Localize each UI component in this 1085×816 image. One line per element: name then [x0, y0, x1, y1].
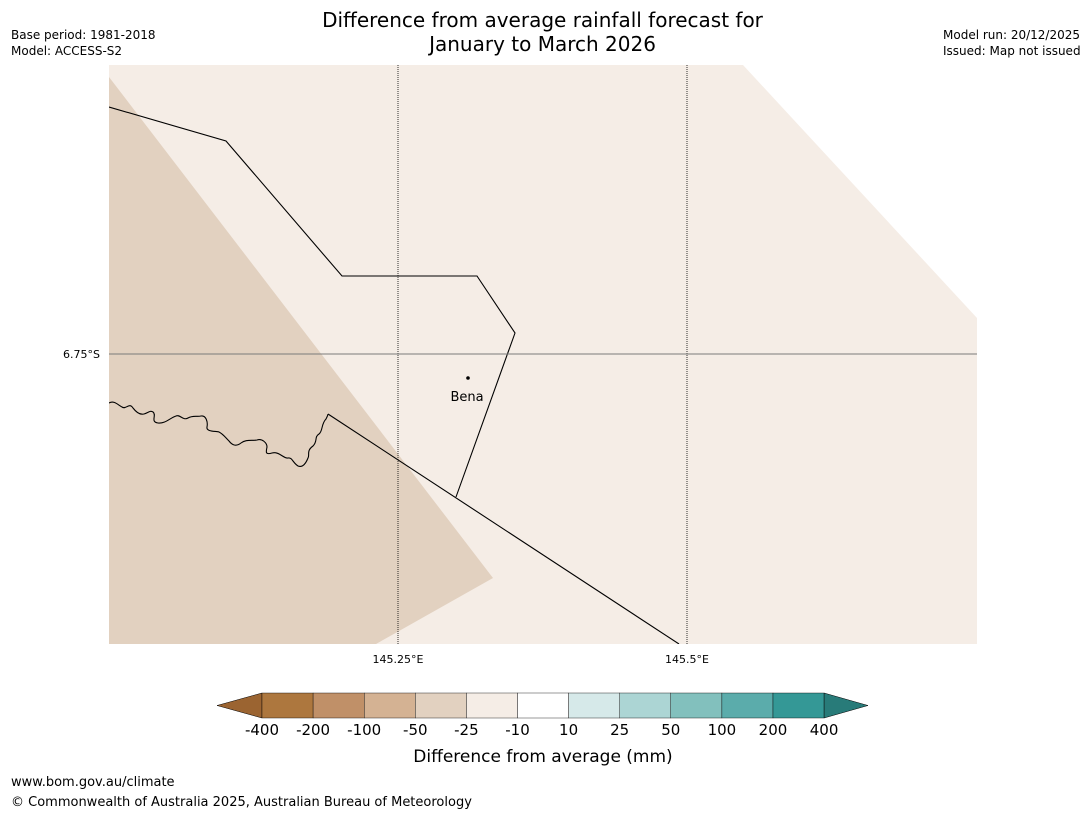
model-info: Base period: 1981-2018 Model: ACCESS-S2 — [11, 27, 156, 59]
colorbar-swatch — [261, 692, 314, 719]
colorbar-swatch — [364, 692, 416, 719]
title-line-1: Difference from average rainfall forecas… — [322, 8, 763, 32]
colorbar-swatch — [772, 692, 825, 719]
colorbar-extend-low — [216, 692, 263, 719]
colorbar-tick-label: -400 — [245, 721, 279, 739]
colorbar: -400 -200 -100 -50 -25 -10 10 25 50 100 200 400 — [216, 692, 869, 739]
boundary-line-south — [327, 413, 680, 644]
boundary-line — [109, 106, 516, 498]
colorbar-swatch — [312, 692, 365, 719]
colorbar-tick-label: 50 — [661, 721, 680, 739]
title-line-2: January to March 2026 — [429, 32, 656, 56]
colorbar-tick-label: -200 — [296, 721, 330, 739]
longitude-label-2: 145.5°E — [665, 653, 709, 666]
colorbar-label: Difference from average (mm) — [413, 747, 672, 767]
town-label: Bena — [450, 390, 483, 405]
colorbar-tick-label: -100 — [347, 721, 381, 739]
coastline — [109, 401, 329, 467]
colorbar-tick-label: -50 — [403, 721, 428, 739]
model-run-text: Model run: 20/12/2025 — [943, 28, 1081, 42]
colorbar-swatch — [415, 692, 467, 719]
map-title: Difference from average rainfall forecas… — [0, 8, 1085, 56]
colorbar-swatch — [466, 692, 518, 719]
colorbar-tick-label: 10 — [559, 721, 578, 739]
colorbar-swatch — [721, 692, 774, 719]
colorbar-tick-label: 25 — [610, 721, 629, 739]
colorbar-swatch — [670, 692, 723, 719]
rainfall-band-darker — [109, 77, 493, 644]
colorbar-extend-high — [823, 692, 869, 719]
footer-copyright: © Commonwealth of Australia 2025, Austra… — [11, 795, 472, 810]
colorbar-tick-label: -10 — [505, 721, 530, 739]
base-period-text: Base period: 1981-2018 — [11, 28, 156, 42]
footer-url[interactable]: www.bom.gov.au/climate — [11, 775, 175, 790]
colorbar-swatch — [619, 692, 672, 719]
colorbar-tick-label: 100 — [708, 721, 737, 739]
colorbar-tick-label: -25 — [454, 721, 479, 739]
issued-text: Issued: Map not issued — [943, 44, 1081, 58]
latitude-label: 6.75°S — [63, 348, 100, 361]
model-name-text: Model: ACCESS-S2 — [11, 44, 123, 58]
map-area: Bena — [109, 65, 977, 644]
longitude-label-1: 145.25°E — [373, 653, 424, 666]
town-marker — [466, 376, 470, 380]
colorbar-tick-label: 400 — [810, 721, 839, 739]
colorbar-swatch — [517, 692, 569, 719]
run-info: Model run: 20/12/2025 Issued: Map not is… — [943, 27, 1081, 59]
colorbar-tick-label: 200 — [759, 721, 788, 739]
colorbar-swatch — [568, 692, 620, 719]
